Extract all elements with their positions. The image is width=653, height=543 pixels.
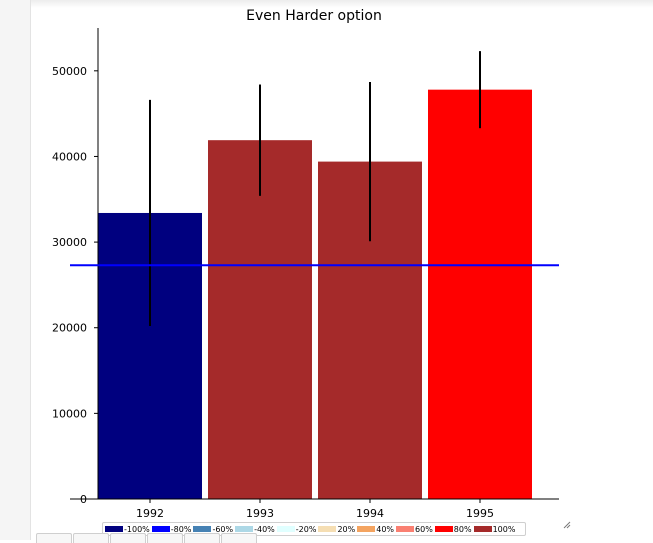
legend-label: 100% bbox=[492, 524, 516, 534]
window-top-edge bbox=[31, 0, 653, 8]
legend-item: 20% bbox=[318, 525, 355, 534]
legend-swatch bbox=[357, 526, 376, 532]
legend-item: -100% bbox=[105, 525, 150, 534]
x-tick-label: 1995 bbox=[466, 507, 494, 520]
bars bbox=[98, 89, 532, 500]
legend: -100% -80% -60% -40% -20% 20% 40% 60% 80% 100% bbox=[102, 522, 526, 536]
legend-swatch bbox=[235, 526, 254, 532]
y-tick-label: 0 bbox=[80, 493, 87, 506]
legend-label: -60% bbox=[212, 524, 234, 534]
legend-swatch bbox=[318, 526, 337, 532]
legend-label: 60% bbox=[415, 524, 433, 534]
legend-item: 40% bbox=[357, 525, 394, 534]
y-tick-label: 10000 bbox=[52, 407, 87, 420]
legend-label: -100% bbox=[124, 524, 150, 534]
error-bars bbox=[149, 51, 481, 327]
y-tick-label: 40000 bbox=[52, 150, 87, 163]
toolbar-button[interactable] bbox=[73, 533, 109, 543]
axes: 1992 1993 1994 1995 0 10000 20000 30000 40000 500… bbox=[52, 28, 559, 520]
y-tick-label: 50000 bbox=[52, 65, 87, 78]
toolbar-button[interactable] bbox=[110, 533, 146, 543]
legend-label: -80% bbox=[170, 524, 192, 534]
legend-item: -60% bbox=[193, 525, 233, 534]
legend-label: -20% bbox=[295, 524, 317, 534]
toolbar-button[interactable] bbox=[221, 533, 257, 543]
legend-label: 40% bbox=[376, 524, 395, 534]
legend-swatch bbox=[193, 526, 212, 532]
legend-label: 80% bbox=[453, 524, 472, 534]
legend-item: -80% bbox=[151, 524, 192, 534]
y-tick-label: 30000 bbox=[52, 236, 87, 249]
bar-1995 bbox=[428, 89, 532, 500]
legend-swatch bbox=[151, 526, 170, 532]
legend-swatch bbox=[276, 526, 295, 532]
legend-swatch bbox=[473, 526, 492, 532]
x-tick-label: 1992 bbox=[136, 507, 164, 520]
toolbar bbox=[36, 533, 258, 543]
toolbar-button[interactable] bbox=[147, 533, 183, 543]
left-gutter bbox=[0, 0, 31, 540]
bar-1993 bbox=[208, 140, 312, 499]
legend-item: 80% bbox=[434, 524, 472, 534]
y-tick-label: 20000 bbox=[52, 322, 87, 335]
x-tick-label: 1993 bbox=[246, 507, 274, 520]
legend-item: 60% bbox=[396, 525, 433, 534]
legend-label: 20% bbox=[337, 524, 356, 534]
legend-swatch bbox=[105, 526, 123, 532]
legend-item: 100% bbox=[473, 524, 516, 534]
legend-swatch bbox=[396, 526, 415, 532]
x-tick-label: 1994 bbox=[356, 507, 384, 520]
legend-label: -40% bbox=[254, 524, 275, 534]
toolbar-button[interactable] bbox=[184, 533, 220, 543]
resize-grip-icon[interactable] bbox=[563, 521, 571, 529]
chart-title: Even Harder option bbox=[246, 8, 382, 24]
legend-swatch bbox=[434, 526, 453, 532]
toolbar-button[interactable] bbox=[36, 533, 72, 543]
legend-item: -40% bbox=[235, 525, 275, 534]
legend-item: -20% bbox=[276, 524, 317, 534]
